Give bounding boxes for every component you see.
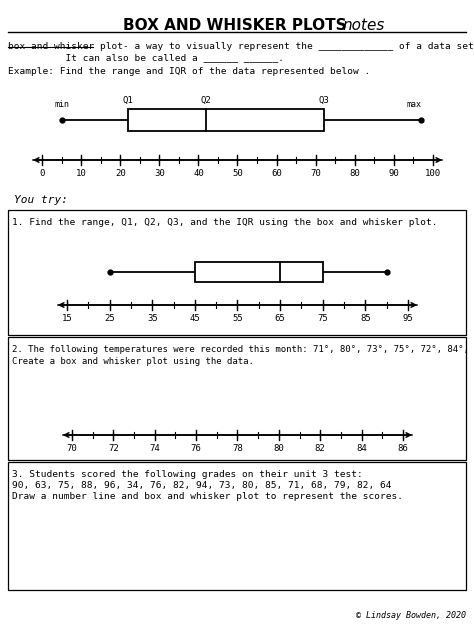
- Text: 55: 55: [232, 314, 243, 323]
- Text: 70: 70: [67, 444, 77, 453]
- Text: 70: 70: [310, 169, 321, 178]
- Text: 82: 82: [315, 444, 326, 453]
- Text: 80: 80: [349, 169, 360, 178]
- Text: 80: 80: [273, 444, 284, 453]
- Text: Q2: Q2: [201, 96, 211, 105]
- Text: Example: Find the range and IQR of the data represented below .: Example: Find the range and IQR of the d…: [8, 67, 370, 76]
- Text: 30: 30: [154, 169, 164, 178]
- Text: Q1: Q1: [123, 96, 133, 105]
- Text: 100: 100: [425, 169, 441, 178]
- Text: 90, 63, 75, 88, 96, 34, 76, 82, 94, 73, 80, 85, 71, 68, 79, 82, 64: 90, 63, 75, 88, 96, 34, 76, 82, 94, 73, …: [12, 481, 392, 490]
- Text: 0: 0: [39, 169, 45, 178]
- Text: 35: 35: [147, 314, 158, 323]
- Text: 40: 40: [193, 169, 204, 178]
- Text: 72: 72: [108, 444, 119, 453]
- Text: notes: notes: [342, 18, 384, 33]
- Text: 90: 90: [389, 169, 399, 178]
- Text: 20: 20: [115, 169, 126, 178]
- Text: 25: 25: [104, 314, 115, 323]
- Text: Q3: Q3: [318, 96, 329, 105]
- Text: You try:: You try:: [14, 195, 68, 205]
- Text: 60: 60: [271, 169, 282, 178]
- Text: 65: 65: [275, 314, 285, 323]
- Text: 75: 75: [318, 314, 328, 323]
- Text: 86: 86: [398, 444, 409, 453]
- Text: 78: 78: [232, 444, 243, 453]
- Text: 15: 15: [62, 314, 73, 323]
- Text: box and whisker plot- a way to visually represent the _____________ of a data se: box and whisker plot- a way to visually …: [8, 42, 474, 51]
- Text: 2. The following temperatures were recorded this month: 71°, 80°, 73°, 75°, 72°,: 2. The following temperatures were recor…: [12, 345, 474, 354]
- Text: min: min: [54, 100, 69, 109]
- Text: 95: 95: [402, 314, 413, 323]
- Text: 45: 45: [190, 314, 200, 323]
- Text: Create a box and whisker plot using the data.: Create a box and whisker plot using the …: [12, 357, 254, 366]
- Bar: [8, 337, 466, 460]
- Bar: [8, 210, 466, 335]
- Bar: [8, 462, 466, 590]
- Text: 1. Find the range, Q1, Q2, Q3, and the IQR using the box and whisker plot.: 1. Find the range, Q1, Q2, Q3, and the I…: [12, 218, 438, 227]
- Text: 84: 84: [356, 444, 367, 453]
- Text: 76: 76: [191, 444, 201, 453]
- Text: max: max: [406, 100, 421, 109]
- Text: BOX AND WHISKER PLOTS: BOX AND WHISKER PLOTS: [123, 18, 351, 33]
- Text: 74: 74: [149, 444, 160, 453]
- Text: Draw a number line and box and whisker plot to represent the scores.: Draw a number line and box and whisker p…: [12, 492, 403, 501]
- Text: 10: 10: [76, 169, 86, 178]
- Text: 85: 85: [360, 314, 371, 323]
- Text: 50: 50: [232, 169, 243, 178]
- Bar: [195, 262, 323, 282]
- Bar: [128, 109, 324, 131]
- Text: 3. Students scored the following grades on their unit 3 test:: 3. Students scored the following grades …: [12, 470, 363, 479]
- Text: © Lindsay Bowden, 2020: © Lindsay Bowden, 2020: [356, 611, 466, 620]
- Text: It can also be called a ______ ______.: It can also be called a ______ ______.: [8, 53, 284, 62]
